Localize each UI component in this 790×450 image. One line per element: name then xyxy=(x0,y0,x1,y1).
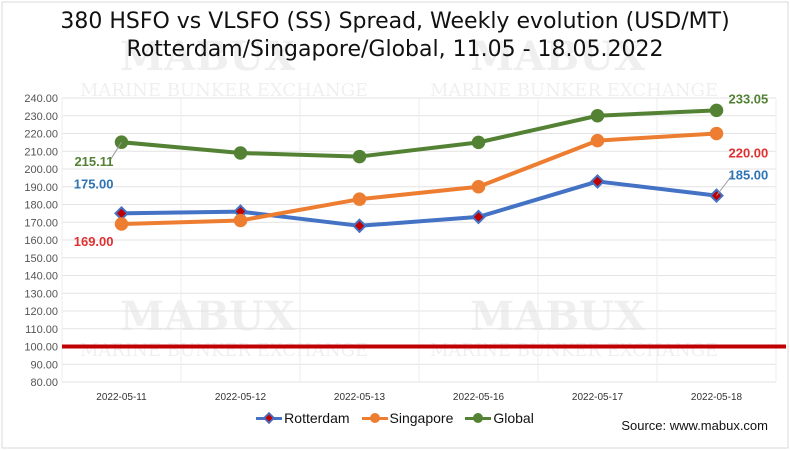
data-point-global xyxy=(352,149,367,164)
series-line-singapore xyxy=(121,131,717,227)
series-line-global xyxy=(121,108,717,159)
data-point-global xyxy=(471,135,486,150)
legend-label-singapore: Singapore xyxy=(389,410,454,426)
data-label-singapore: 169.00 xyxy=(74,234,114,249)
data-point-global xyxy=(709,103,724,118)
watermark-brand: MABUX xyxy=(120,293,295,340)
y-tick-label: 170.00 xyxy=(24,217,58,229)
legend-swatch-rotterdam xyxy=(256,411,283,425)
series-line-rotterdam xyxy=(121,179,717,228)
x-tick-label: 2022-05-13 xyxy=(334,392,386,403)
source-note: Source: www.mabux.com xyxy=(621,418,768,433)
y-tick-label: 220.00 xyxy=(24,129,58,141)
label-leader-line xyxy=(109,141,122,162)
legend-swatch-global xyxy=(465,411,492,425)
data-label-singapore: 220.00 xyxy=(729,146,769,161)
data-point-global xyxy=(590,109,605,123)
x-tick-label: 2022-05-12 xyxy=(215,392,267,403)
data-point-rotterdam xyxy=(590,174,605,189)
chart-title-block: 380 HSFO vs VLSFO (SS) Spread, Weekly ev… xyxy=(0,8,790,64)
y-tick-label: 190.00 xyxy=(24,182,58,194)
watermark-tagline: MARINE BUNKER EXCHANGE xyxy=(80,80,368,101)
y-tick-label: 100.00 xyxy=(24,342,58,354)
x-tick-label: 2022-05-18 xyxy=(691,392,743,403)
y-tick-label: 150.00 xyxy=(24,253,58,265)
x-tick-label: 2022-05-16 xyxy=(453,392,505,403)
label-leader-line xyxy=(716,174,733,196)
watermark-brand: MABUX xyxy=(470,293,645,340)
watermark-brand: MABUX xyxy=(470,33,645,80)
watermark-brand: MABUX xyxy=(120,33,295,80)
y-tick-label: 200.00 xyxy=(24,164,58,176)
y-tick-label: 180.00 xyxy=(24,200,58,212)
data-label-rotterdam: 185.00 xyxy=(729,168,769,183)
y-tick-label: 140.00 xyxy=(24,271,58,283)
y-tick-label: 80.00 xyxy=(30,377,58,389)
legend-label-rotterdam: Rotterdam xyxy=(284,410,350,426)
y-tick-label: 160.00 xyxy=(24,235,58,247)
x-tick-label: 2022-05-11 xyxy=(96,392,147,403)
y-tick-label: 120.00 xyxy=(24,306,58,318)
legend-item-singapore: Singapore xyxy=(361,410,454,426)
watermark-tagline: MARINE BUNKER EXCHANGE xyxy=(430,340,718,361)
legend: Rotterdam Singapore Global xyxy=(0,410,790,428)
data-label-global: 233.05 xyxy=(729,91,769,106)
data-point-rotterdam xyxy=(471,209,486,225)
legend-swatch-singapore xyxy=(361,411,388,425)
chart-subtitle: Rotterdam/Singapore/Global, 11.05 - 18.0… xyxy=(126,37,664,62)
legend-item-rotterdam: Rotterdam xyxy=(256,410,350,426)
data-point-singapore xyxy=(471,180,486,194)
data-point-singapore xyxy=(233,213,248,228)
y-tick-label: 90.00 xyxy=(30,359,58,371)
data-point-singapore xyxy=(709,126,724,141)
y-tick-label: 230.00 xyxy=(24,111,58,123)
watermark-tagline: MARINE BUNKER EXCHANGE xyxy=(80,340,368,361)
legend-label-global: Global xyxy=(493,410,534,426)
chart-title: 380 HSFO vs VLSFO (SS) Spread, Weekly ev… xyxy=(60,9,730,34)
data-point-global xyxy=(233,146,248,160)
legend-item-global: Global xyxy=(465,410,534,426)
data-point-singapore xyxy=(114,217,129,231)
y-tick-label: 110.00 xyxy=(25,324,58,336)
y-tick-label: 210.00 xyxy=(24,146,58,158)
data-point-singapore xyxy=(352,192,367,206)
data-point-rotterdam xyxy=(352,218,367,234)
y-tick-label: 240.00 xyxy=(24,93,58,105)
data-label-rotterdam: 175.00 xyxy=(74,176,114,191)
y-tick-label: 130.00 xyxy=(24,288,58,300)
x-tick-label: 2022-05-17 xyxy=(572,392,624,403)
data-point-singapore xyxy=(590,133,605,148)
data-label-global: 215.11 xyxy=(74,154,113,169)
watermark-tagline: MARINE BUNKER EXCHANGE xyxy=(430,80,718,101)
